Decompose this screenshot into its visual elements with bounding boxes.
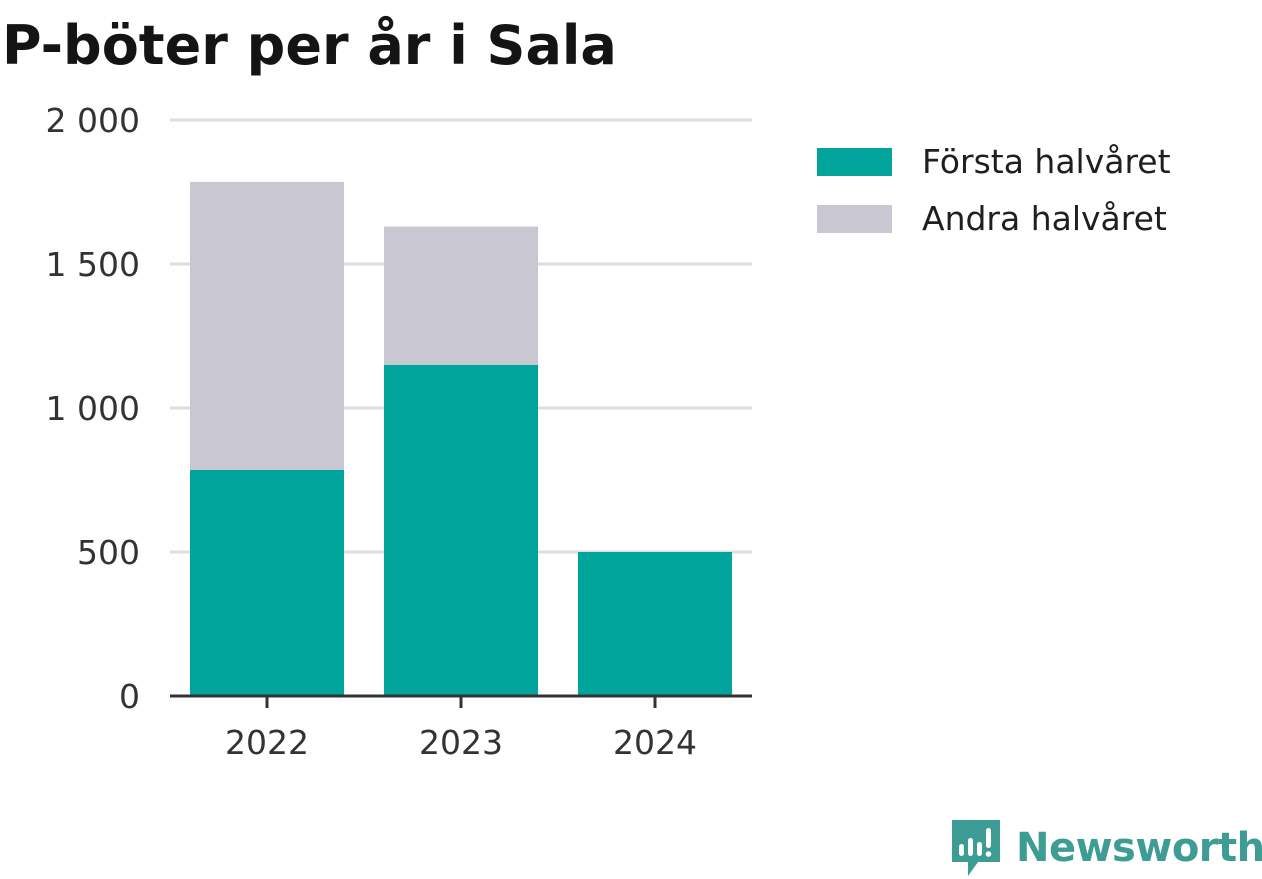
legend-label-forsta-halvaret: Första halvåret (922, 142, 1171, 181)
y-tick-label-500: 500 (77, 533, 140, 572)
bar-2024-forsta-halvaret (578, 552, 732, 696)
x-axis-tick-labels: 2022 2023 2024 (225, 723, 697, 762)
legend: Första halvåret Andra halvåret (817, 140, 1171, 254)
y-tick-label-0: 0 (119, 677, 140, 716)
bar-2022-andra-halvaret (190, 181, 344, 470)
y-axis-tick-labels: 0 500 1 000 1 500 2 000 (46, 101, 140, 716)
legend-swatch-forsta-halvaret (817, 147, 892, 176)
bars (190, 181, 732, 696)
legend-label-andra-halvaret: Andra halvåret (922, 199, 1167, 238)
bar-2023-andra-halvaret (384, 226, 538, 365)
legend-swatch-andra-halvaret (817, 204, 892, 233)
x-tick-label-2022: 2022 (225, 723, 309, 762)
newsworthy-logo-icon (952, 820, 1000, 876)
chart-title: P-böter per år i Sala (2, 14, 617, 77)
y-tick-label-1000: 1 000 (46, 389, 140, 428)
legend-item-forsta-halvaret: Första halvåret (817, 140, 1171, 183)
bar-2022-forsta-halvaret (190, 469, 344, 696)
x-axis (170, 694, 752, 708)
legend-item-andra-halvaret: Andra halvåret (817, 197, 1171, 240)
brand: Newsworthy (950, 818, 1262, 878)
brand-name: Newsworthy (1016, 825, 1262, 871)
y-tick-label-2000: 2 000 (46, 101, 140, 140)
y-tick-label-1500: 1 500 (46, 245, 140, 284)
bar-2023-forsta-halvaret (384, 364, 538, 696)
x-tick-label-2023: 2023 (419, 723, 503, 762)
x-tick-label-2024: 2024 (613, 723, 697, 762)
